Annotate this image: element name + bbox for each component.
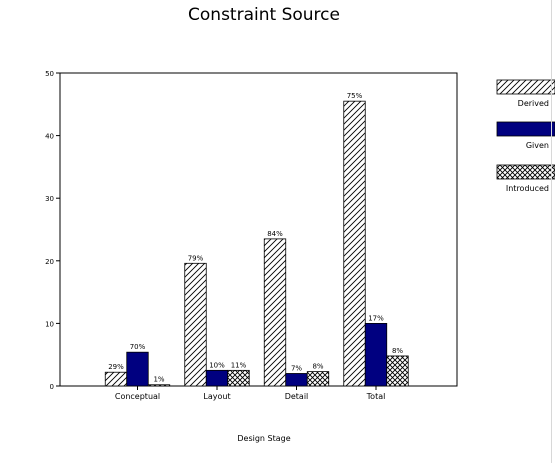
x-tick-label: Detail bbox=[285, 392, 309, 401]
data-label: 8% bbox=[392, 347, 403, 355]
data-label: 84% bbox=[267, 230, 283, 238]
bar-derived-detail bbox=[263, 238, 287, 387]
legend-swatch-introduced bbox=[496, 164, 555, 180]
legend-label-introduced: Introduced bbox=[506, 184, 549, 193]
data-label: 11% bbox=[231, 361, 247, 369]
y-tick-label: 50 bbox=[45, 70, 54, 78]
x-axis-label: Design Stage bbox=[237, 434, 290, 443]
bar-derived-layout bbox=[184, 262, 207, 387]
bar-introduced-layout bbox=[227, 369, 250, 387]
x-tick-label: Total bbox=[366, 392, 386, 401]
x-tick-label: Layout bbox=[203, 392, 230, 401]
y-tick-label: 30 bbox=[45, 195, 54, 203]
data-label: 70% bbox=[130, 343, 146, 351]
data-label: 1% bbox=[153, 376, 164, 384]
bar-given-detail bbox=[285, 373, 308, 387]
y-tick-label: 10 bbox=[45, 320, 54, 328]
bar-given-layout bbox=[205, 369, 229, 387]
data-label: 8% bbox=[312, 363, 323, 371]
legend-swatch-given bbox=[496, 121, 555, 137]
chart-legend: Derived Given Introduced bbox=[496, 79, 555, 193]
data-label: 29% bbox=[108, 363, 124, 371]
x-tick-label: Conceptual bbox=[115, 392, 160, 401]
data-label: 7% bbox=[291, 364, 302, 372]
bar-introduced-conceptual bbox=[147, 384, 171, 387]
y-tick-label: 20 bbox=[45, 258, 54, 266]
window-edge-divider bbox=[551, 0, 552, 463]
legend-label-given: Given bbox=[526, 141, 549, 150]
bar-derived-total bbox=[343, 100, 366, 387]
y-tick-label: 0 bbox=[50, 383, 54, 391]
legend-swatch-derived bbox=[496, 79, 555, 95]
data-label: 75% bbox=[347, 92, 363, 100]
chart-title: Constraint Source bbox=[188, 5, 340, 25]
bar-derived-conceptual bbox=[104, 371, 128, 387]
data-label: 10% bbox=[209, 361, 225, 369]
bar-given-total bbox=[364, 322, 388, 387]
bar-introduced-detail bbox=[306, 371, 330, 387]
legend-label-derived: Derived bbox=[518, 99, 549, 108]
data-label: 17% bbox=[368, 314, 384, 322]
bar-given-conceptual bbox=[126, 351, 149, 387]
chart-marks: 0 10 20 30 40 50 Conceptual 29% 70% 1% Layout 79% 10… bbox=[45, 70, 409, 401]
y-tick-label: 40 bbox=[45, 133, 54, 141]
data-label: 79% bbox=[188, 254, 204, 262]
bar-introduced-total bbox=[386, 355, 409, 387]
plot-frame bbox=[59, 72, 458, 387]
